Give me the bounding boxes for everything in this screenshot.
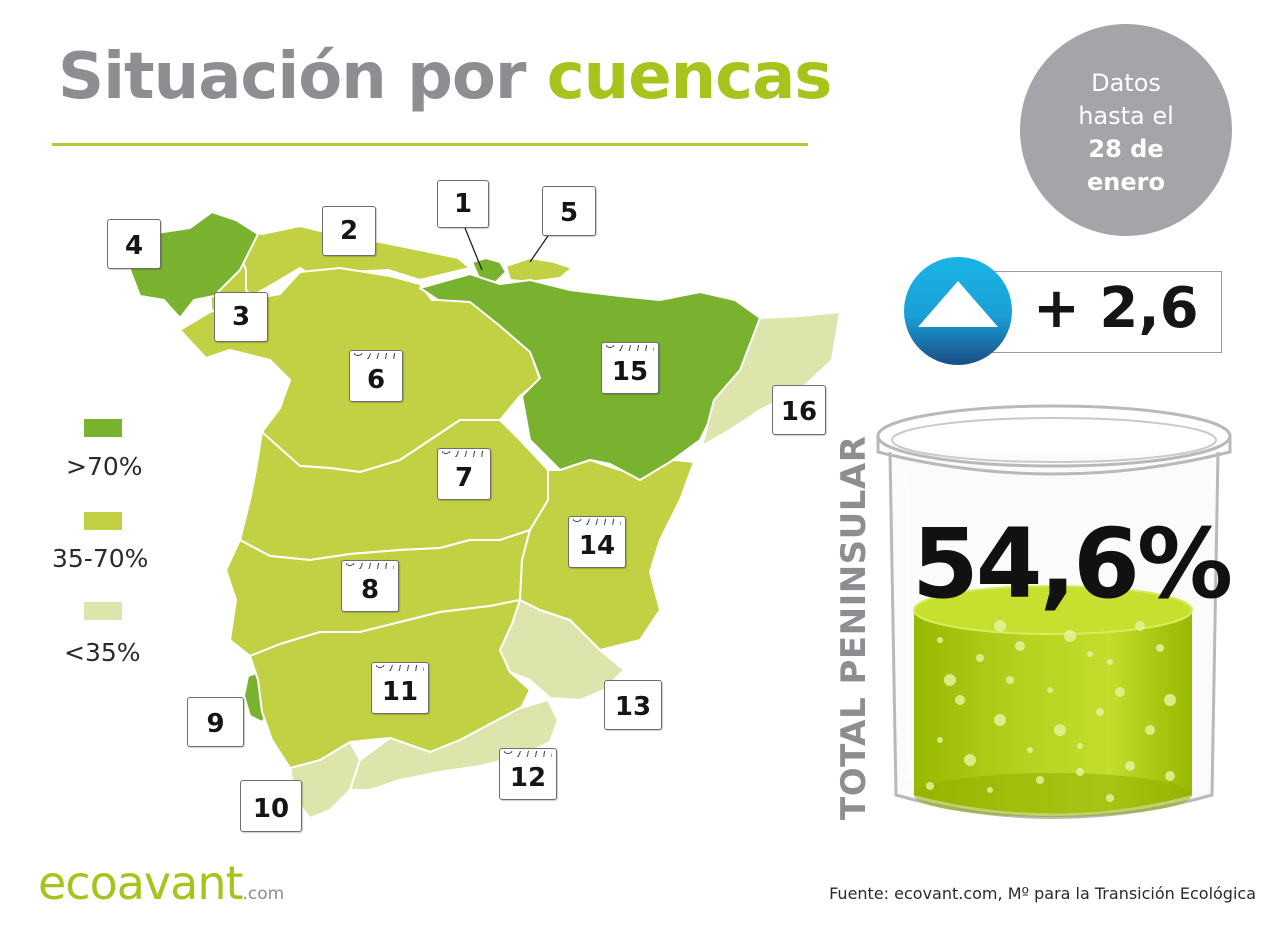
bubble [1145,725,1155,735]
title-accent: cuencas [546,40,833,114]
bubble [926,782,934,790]
bubble [976,654,984,662]
bubble [964,754,976,766]
total-value: 54,6% [912,508,1233,620]
bubble [1164,694,1176,706]
basin-label-6: 6 [349,350,403,402]
leader-line-1 [464,227,483,271]
basin-label-1: 1 [437,180,489,228]
bubble [1036,776,1044,784]
bubble [1087,651,1093,657]
basin-label-5: 5 [542,186,596,236]
bubble [1077,743,1083,749]
bubble [1006,676,1014,684]
legend-swatch-low [84,602,122,620]
bubble [994,620,1006,632]
date-badge: Datos hasta el 28 de enero [1020,24,1232,236]
date-line-1: Datos [1091,69,1161,97]
basin-label-11: 11 [371,662,429,714]
bubble [1135,621,1145,631]
bubble [1015,641,1025,651]
bubble [1115,687,1125,697]
reservoir-wave-icon [442,451,486,457]
basin-label-8: 8 [341,560,399,612]
basin-region-5 [505,257,573,283]
legend-label-low: <35% [64,638,141,667]
bubble [1047,687,1053,693]
basin-label-3: 3 [214,292,268,342]
reservoir-wave-icon [346,563,394,569]
total-label: TOTAL PENINSULAR [834,435,874,820]
up-arrow-icon [904,257,1012,365]
basin-region-15 [419,273,761,481]
bubble [944,674,956,686]
legend-label-mid: 35-70% [52,544,149,573]
bubble [994,714,1006,726]
basin-region-16 [701,311,841,447]
source-note: Fuente: ecovant.com, Mº para la Transici… [829,884,1256,903]
legend-label-high: >70% [66,452,143,481]
bubble [955,695,965,705]
reservoir-wave-icon [606,345,654,351]
basin-label-15: 15 [601,342,659,394]
basin-label-10: 10 [240,780,302,832]
basin-label-16: 16 [772,385,826,435]
bubble [1106,794,1114,802]
leader-line-5 [529,232,551,263]
bubble [1027,747,1033,753]
bubble [1125,761,1135,771]
brand-logo: ecoavant.com [38,856,285,910]
reservoir-wave-icon [573,519,621,525]
legend-swatch-high [84,419,122,437]
bubble [1096,708,1104,716]
title-prefix: Situación por [58,40,526,114]
basin-label-12: 12 [499,748,557,800]
bubble [1076,768,1084,776]
bubble [1165,771,1175,781]
page-title: Situación por cuencas [58,40,833,114]
reservoir-wave-icon [354,353,398,359]
basin-label-13: 13 [604,680,662,730]
change-value: + 2,6 [1033,276,1199,341]
reservoir-wave-icon [376,665,424,671]
basin-label-2: 2 [322,206,376,256]
legend-swatch-mid [84,512,122,530]
bubble [1054,724,1066,736]
date-line-4: enero [1087,168,1165,196]
reservoir-wave-icon [504,751,552,757]
basin-label-14: 14 [568,516,626,568]
bubble [1156,644,1164,652]
date-line-3: 28 de [1088,135,1164,163]
date-line-2: hasta el [1078,102,1174,130]
bubble [987,787,993,793]
basin-label-4: 4 [107,219,161,269]
bubble [1107,659,1113,665]
basin-label-7: 7 [437,448,491,500]
basin-label-9: 9 [187,697,244,747]
bubble [937,637,943,643]
title-divider [52,143,808,146]
bubble [937,737,943,743]
reservoir-jar-graphic [876,404,1232,819]
bubble [1064,630,1076,642]
